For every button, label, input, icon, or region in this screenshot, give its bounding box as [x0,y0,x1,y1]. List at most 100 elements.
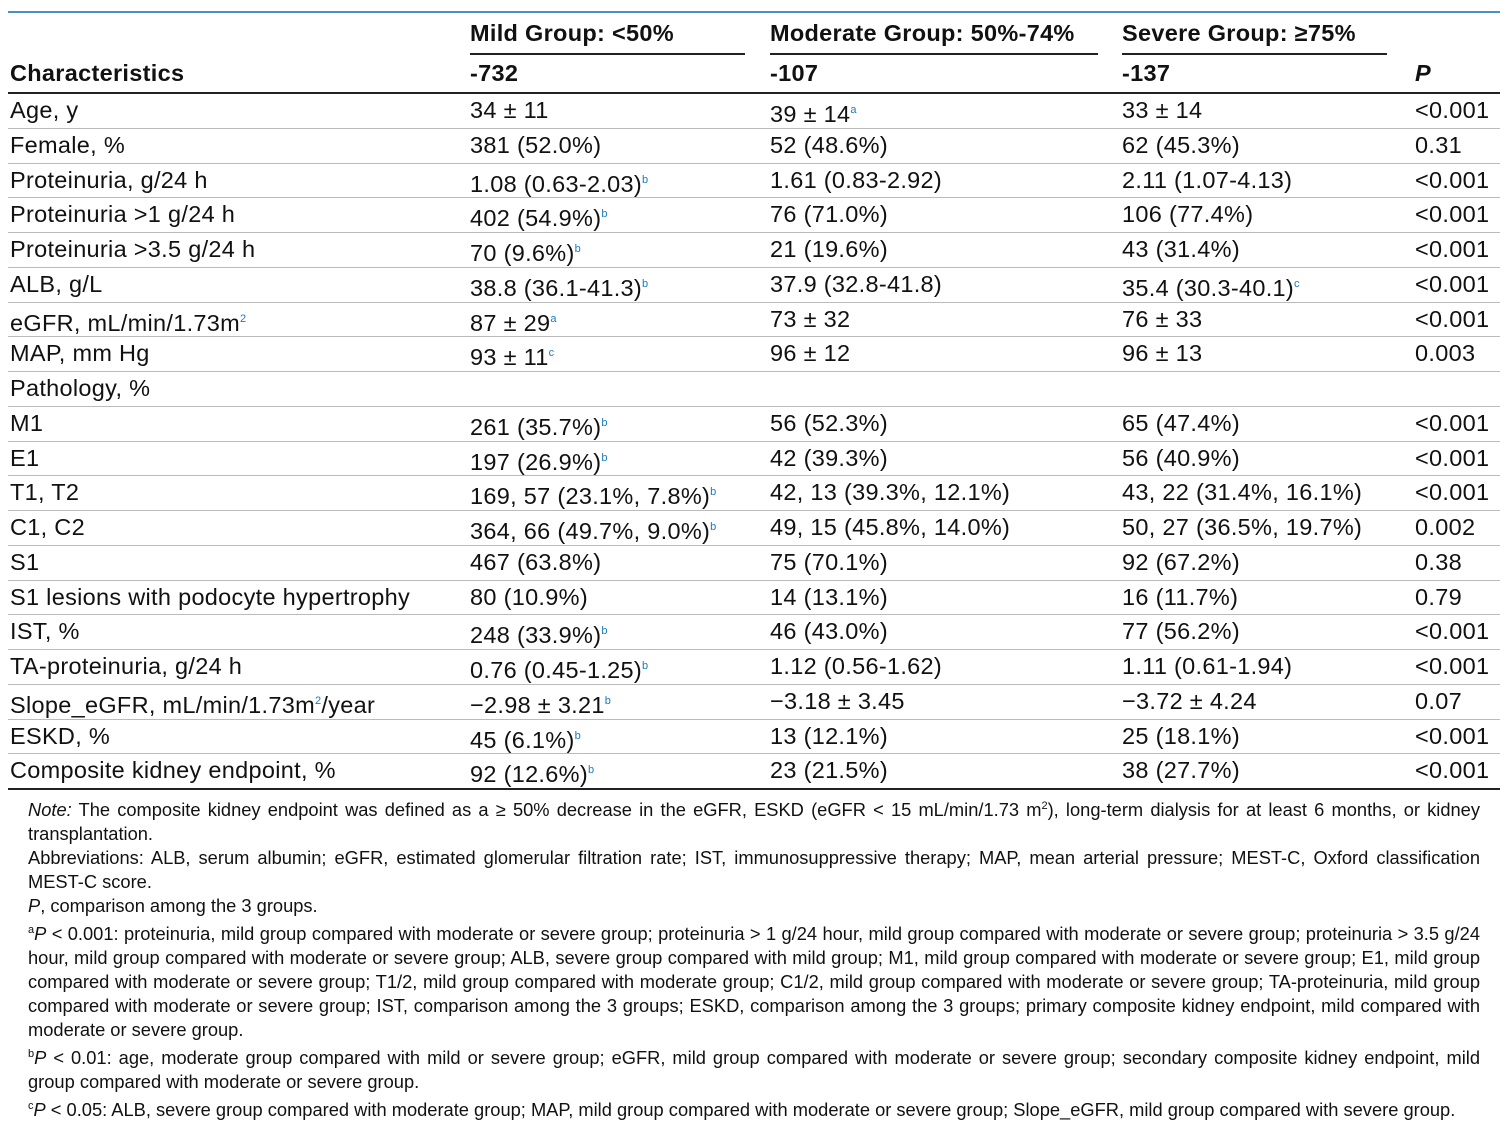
row-rule [8,475,1500,477]
cell-value: 52 (48.6%) [770,131,888,158]
superscript: b [574,729,582,742]
text: 364, 66 (49.7%, 9.0%) [470,518,711,544]
cell-value: <0.001 [1415,97,1490,123]
note: bP < 0.01: age, moderate group compared … [28,1042,1480,1094]
superscript: b [604,694,612,707]
text: < 0.05: ALB, severe group compared with … [45,1099,1456,1120]
superscript: b [710,521,717,533]
cell-value: 92 (67.2%) [1122,548,1240,575]
cell-value: 0.07 [1415,687,1462,714]
cell-value: <0.001 [1415,479,1490,506]
row-label: Female, % [10,131,126,158]
cell-value: 248 (33.9%)b [470,614,608,652]
row-label: eGFR, mL/min/1.73m2 [10,302,246,340]
row-label: Proteinuria >1 g/24 h [10,201,236,228]
row-label: TA-proteinuria, g/24 h [10,653,243,679]
text: 45 (6.1%) [470,726,575,753]
cell-value: 0.003 [1415,340,1476,367]
row-rule [8,544,1500,546]
row-label: Composite kidney endpoint, % [10,757,336,784]
italic-text: P [1415,60,1431,86]
italic-text: P [33,1099,46,1120]
cell-value: <0.001 [1415,444,1490,471]
superscript: b [642,173,649,186]
cell-value: <0.001 [1415,757,1490,784]
column-header: Characteristics [10,60,185,86]
superscript: b [587,764,595,777]
text: ), long-term dialysis for at least 6 mon… [28,799,1480,844]
cell-value: <0.001 [1415,166,1490,193]
text: 248 (33.9%) [470,622,602,649]
cell-value: 43 (31.4%) [1122,236,1240,262]
cell-value: 14 (13.1%) [770,583,888,610]
row-label: Proteinuria >3.5 g/24 h [10,236,256,262]
row-rule [8,127,1500,129]
text: Abbreviations: ALB, serum albumin; eGFR,… [28,847,1480,892]
cell-value: 62 (45.3%) [1122,131,1240,158]
cell-value: 80 (10.9%) [470,583,588,610]
row-rule [8,336,1500,338]
cell-value: 21 (19.6%) [770,236,888,262]
row-label: ESKD, % [10,722,111,749]
note: aP < 0.001: proteinuria, mild group comp… [28,918,1480,1042]
row-label: ALB, g/L [10,270,103,297]
superscript: b [642,277,649,290]
superscript: c [28,1100,34,1112]
italic-text: P [28,895,41,916]
cell-value: 197 (26.9%)b [470,441,608,479]
row-label: S1 [10,548,40,575]
superscript: a [28,924,35,936]
row-label: T1, T2 [10,479,80,506]
note: cP < 0.05: ALB, severe group compared wi… [28,1094,1480,1122]
cell-value: 56 (52.3%) [770,409,888,436]
cell-value: 35.4 (30.3-40.1)c [1122,267,1300,305]
row-label: Pathology, % [10,375,151,401]
row-label: Slope_eGFR, mL/min/1.73m2/year [10,684,375,722]
text: The composite kidney endpoint was define… [71,799,1042,820]
cell-value: 38.8 (36.1-41.3)b [470,267,648,305]
cell-value: 1.08 (0.63-2.03)b [470,163,648,201]
row-label: IST, % [10,618,80,645]
cell-value: 87 ± 29a [470,302,557,340]
cell-value: 92 (12.6%)b [470,753,594,791]
cell-value: 76 ± 33 [1122,305,1203,332]
cell-value: 37.9 (32.8-41.8) [770,270,943,297]
cell-value: <0.001 [1415,409,1490,436]
text: < 0.001: proteinuria, mild group compare… [28,923,1480,1040]
row-label: Proteinuria, g/24 h [10,166,208,193]
cell-value: 96 ± 13 [1122,340,1203,367]
group-header: Mild Group: <50% [470,20,674,46]
cell-value: 0.79 [1415,583,1462,610]
note: Abbreviations: ALB, serum albumin; eGFR,… [28,846,1480,894]
row-rule [8,579,1500,581]
text: 70 (9.6%) [470,240,575,266]
cell-value: 39 ± 14a [770,93,857,131]
cell-value: 402 (54.9%)b [470,197,608,235]
superscript: b [642,660,649,672]
column-header: -732 [470,60,519,86]
cell-value: <0.001 [1415,305,1490,332]
superscript: b [601,208,608,221]
cell-value: 25 (18.1%) [1122,722,1240,749]
italic-text: P [34,923,47,944]
cell-value: 106 (77.4%) [1122,201,1254,228]
row-rule [8,301,1500,303]
cell-value: 0.31 [1415,131,1462,158]
superscript: c [1294,277,1300,290]
row-label: E1 [10,444,40,471]
group-header: Moderate Group: 50%-74% [770,20,1075,46]
row-rule [8,440,1500,442]
row-rule [8,718,1500,720]
row-rule [8,753,1500,755]
cell-value: 75 (70.1%) [770,548,888,575]
superscript: 2 [315,694,322,707]
column-header: -107 [770,60,819,86]
text: 92 (12.6%) [470,761,588,788]
cell-value: <0.001 [1415,201,1490,228]
superscript: c [548,347,555,360]
cell-value: 49, 15 (45.8%, 14.0%) [770,514,1011,540]
text: 87 ± 29 [470,309,551,336]
text: 197 (26.9%) [470,448,602,475]
header-rule [8,92,1500,94]
superscript: b [601,625,608,638]
